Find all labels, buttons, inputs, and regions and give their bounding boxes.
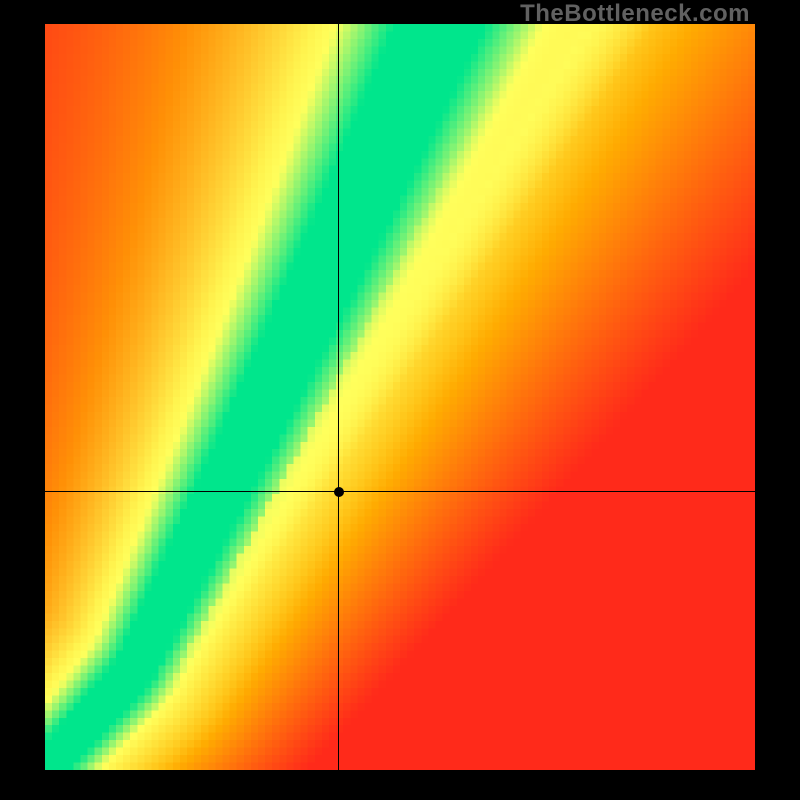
heatmap-canvas — [45, 24, 755, 770]
watermark-text: TheBottleneck.com — [520, 0, 750, 28]
crosshair-marker — [334, 487, 344, 497]
crosshair-horizontal — [45, 491, 755, 492]
plot-area — [45, 24, 755, 770]
crosshair-vertical — [338, 24, 339, 770]
